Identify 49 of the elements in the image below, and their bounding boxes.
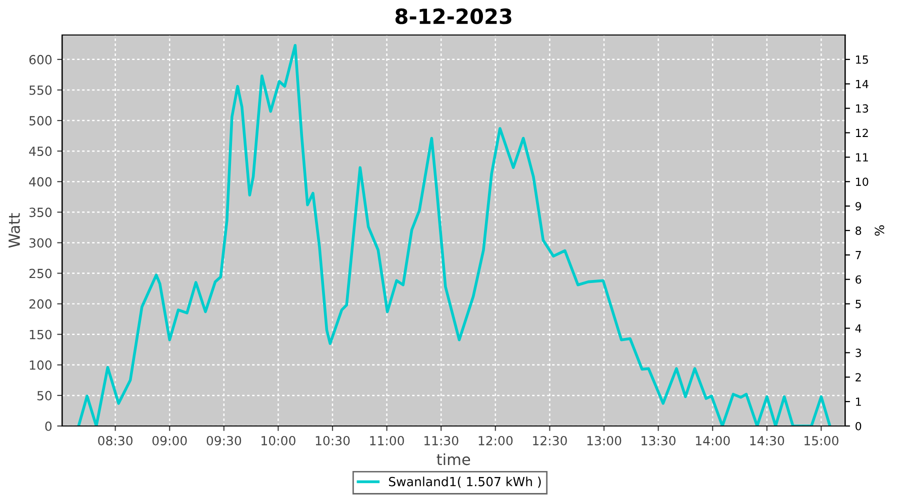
y-tick-label: 500 [29,116,52,126]
y2-tick-label: 4 [855,324,862,332]
y-tick-label: 400 [29,177,52,187]
y2-tick-label: 1 [856,398,861,406]
legend-label: Swanland1( 1.507 kWh ) [388,476,541,488]
y2-tick-label: 11 [856,153,868,162]
y2-tick-label: 0 [856,422,862,430]
y-tick-label: 200 [29,299,52,309]
y2-tick-label: 3 [856,348,861,358]
y-tick-label: 350 [29,208,52,218]
y2-tick-label: 8 [856,226,862,235]
x-tick-label: 13:00 [587,436,622,446]
y-tick-label: 50 [37,390,52,400]
chart-title: 8-12-2023 [395,8,512,24]
y2-tick-label: 13 [856,104,868,113]
x-tick-label: 12:30 [533,436,567,446]
y2-tick-label: 12 [856,128,868,137]
y2-tick-label: 14 [856,80,868,88]
x-tick-label: 10:00 [262,436,296,446]
x-tick-label: 09:30 [206,436,242,446]
y2-tick-label: 15 [856,56,868,64]
y2-tick-label: 9 [856,202,862,210]
x-axis-title: time [436,453,470,466]
y-tick-label: 550 [29,85,52,95]
y2-tick-label: 2 [856,373,861,382]
y-tick-label: 0 [45,421,52,431]
y2-tick-label: 5 [856,300,861,308]
y-tick-label: 450 [29,146,52,156]
x-tick-label: 11:00 [370,436,404,446]
y-tick-label: 100 [30,360,52,370]
x-tick-label: 14:30 [750,436,784,446]
y2-tick-label: 10 [856,178,868,186]
y2-tick-label: 7 [856,251,861,260]
x-tick-label: 12:00 [478,436,513,446]
y-tick-label: 300 [29,238,52,248]
y2-axis-title: % [874,225,884,236]
x-tick-label: 14:00 [696,436,730,446]
x-tick-label: 08:30 [98,436,132,446]
x-tick-label: 09:00 [152,436,187,446]
y-tick-label: 600 [29,54,52,64]
y-tick-label: 150 [30,330,52,340]
x-tick-label: 13:30 [642,436,676,446]
x-tick-label: 11:30 [424,436,458,446]
y-axis-title: Watt [8,213,20,248]
line-series [77,44,832,426]
y-tick-label: 250 [29,268,52,278]
x-tick-label: 15:00 [804,436,838,446]
y2-tick-label: 6 [856,275,862,284]
x-tick-label: 10:30 [316,436,350,446]
